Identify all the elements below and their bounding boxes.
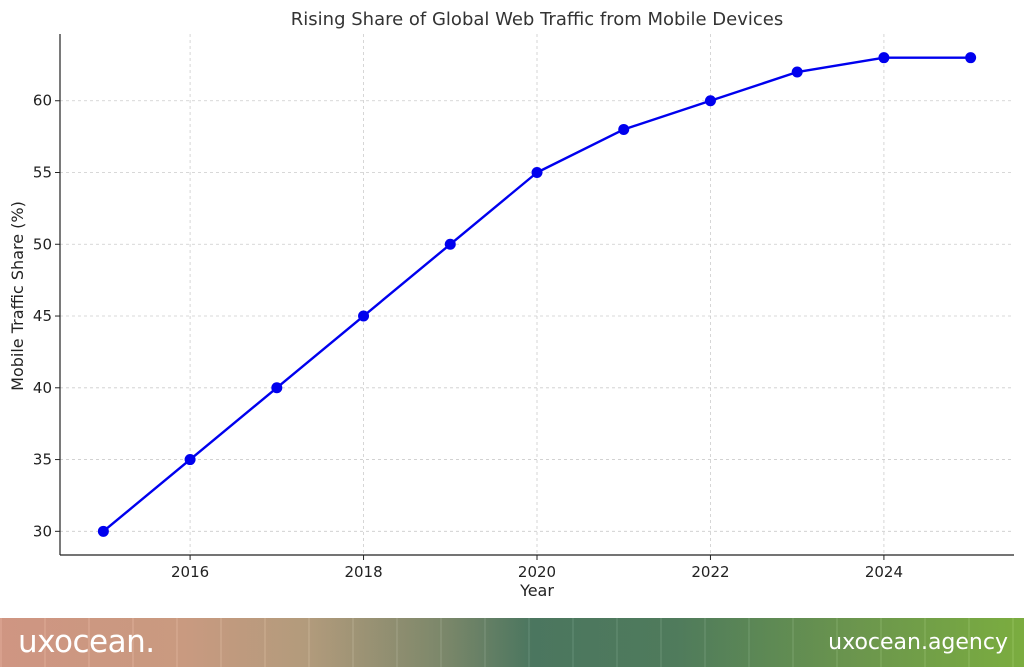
series-layer — [97, 52, 977, 537]
y-tick-label: 55 — [33, 164, 52, 182]
line-chart: 2016 2018 2020 2022 2024 30 35 40 45 50 55 60 Risin… — [8, 9, 1014, 600]
y-tick-label: 30 — [33, 522, 52, 540]
x-tick-label: 2018 — [344, 563, 382, 581]
x-tick-label: 2022 — [691, 563, 729, 581]
banner-pattern — [0, 618, 1024, 667]
data-point — [618, 123, 630, 135]
data-point — [358, 310, 370, 322]
chart-svg: 2016 2018 2020 2022 2024 30 35 40 45 50 55 60 Risin… — [8, 9, 1014, 600]
data-point — [878, 52, 890, 64]
branding-banner: uxocean. uxocean.agency — [0, 618, 1024, 667]
y-tick-label: 50 — [33, 235, 52, 253]
data-point — [97, 525, 109, 537]
brand-logo: uxocean. — [18, 624, 155, 660]
y-axis-label: Mobile Traffic Share (%) — [8, 201, 27, 391]
data-point — [444, 238, 456, 250]
data-point — [791, 66, 803, 78]
x-tick-label: 2016 — [171, 563, 209, 581]
data-point — [965, 52, 977, 64]
x-tick-label: 2020 — [518, 563, 556, 581]
x-tick-label: 2024 — [865, 563, 903, 581]
x-axis-label: Year — [519, 581, 554, 600]
y-tick-label: 35 — [33, 451, 52, 469]
chart-title: Rising Share of Global Web Traffic from … — [291, 9, 783, 30]
tick-layer: 2016 2018 2020 2022 2024 30 35 40 45 50 55 60 — [33, 92, 903, 581]
data-point — [271, 382, 283, 394]
data-point — [531, 167, 543, 179]
brand-url: uxocean.agency — [828, 630, 1008, 655]
y-tick-label: 40 — [33, 379, 52, 397]
data-point — [704, 95, 716, 107]
grid-layer — [60, 34, 1014, 555]
y-tick-label: 45 — [33, 307, 52, 325]
data-point — [184, 454, 196, 466]
y-tick-label: 60 — [33, 92, 52, 110]
